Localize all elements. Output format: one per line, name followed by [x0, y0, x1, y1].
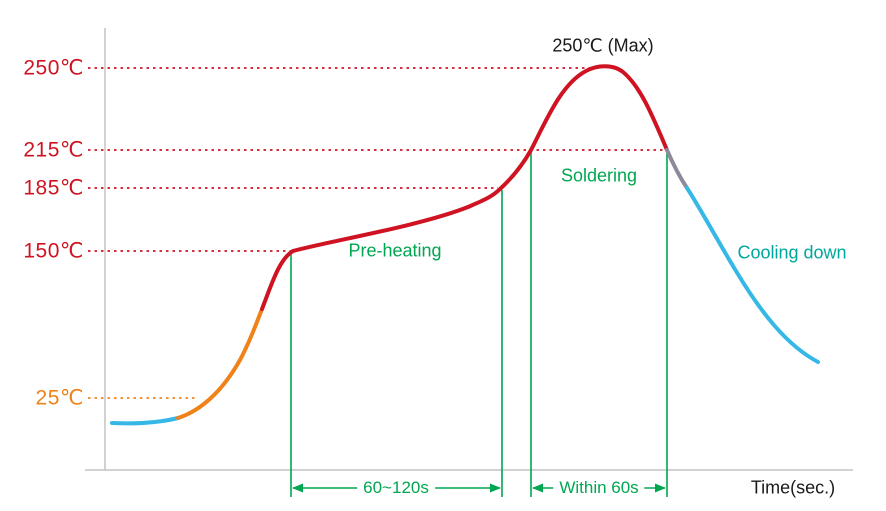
arrowhead-right-icon: [490, 483, 501, 493]
duration-label-preheat: 60~120s: [357, 478, 435, 498]
phase-label-soldering: Soldering: [560, 165, 638, 186]
temperature-curve-segment-3: [665, 148, 689, 190]
y-tick-label-150: 150℃: [23, 239, 84, 263]
phase-label-preheating: Pre-heating: [348, 240, 442, 261]
temperature-curve-segment-1: [176, 307, 264, 420]
y-tick-label-185: 185℃: [23, 176, 84, 200]
temperature-curve-segment-2: [260, 64, 669, 311]
phase-label-cooling: Cooling down: [737, 242, 847, 263]
temperature-curve-segment-0: [110, 416, 180, 426]
arrowhead-right-icon: [655, 483, 666, 493]
duration-label-solder: Within 60s: [553, 478, 645, 498]
y-tick-label-215: 215℃: [23, 138, 84, 162]
peak-annotation: 250℃ (Max): [552, 35, 654, 56]
y-tick-label-250: 250℃: [23, 56, 84, 80]
y-tick-label-25: 25℃: [35, 386, 84, 410]
temperature-curve-segment-4: [685, 186, 820, 364]
arrowhead-left-icon: [292, 483, 303, 493]
arrowhead-left-icon: [532, 483, 543, 493]
x-axis-label: Time(sec.): [750, 477, 836, 498]
